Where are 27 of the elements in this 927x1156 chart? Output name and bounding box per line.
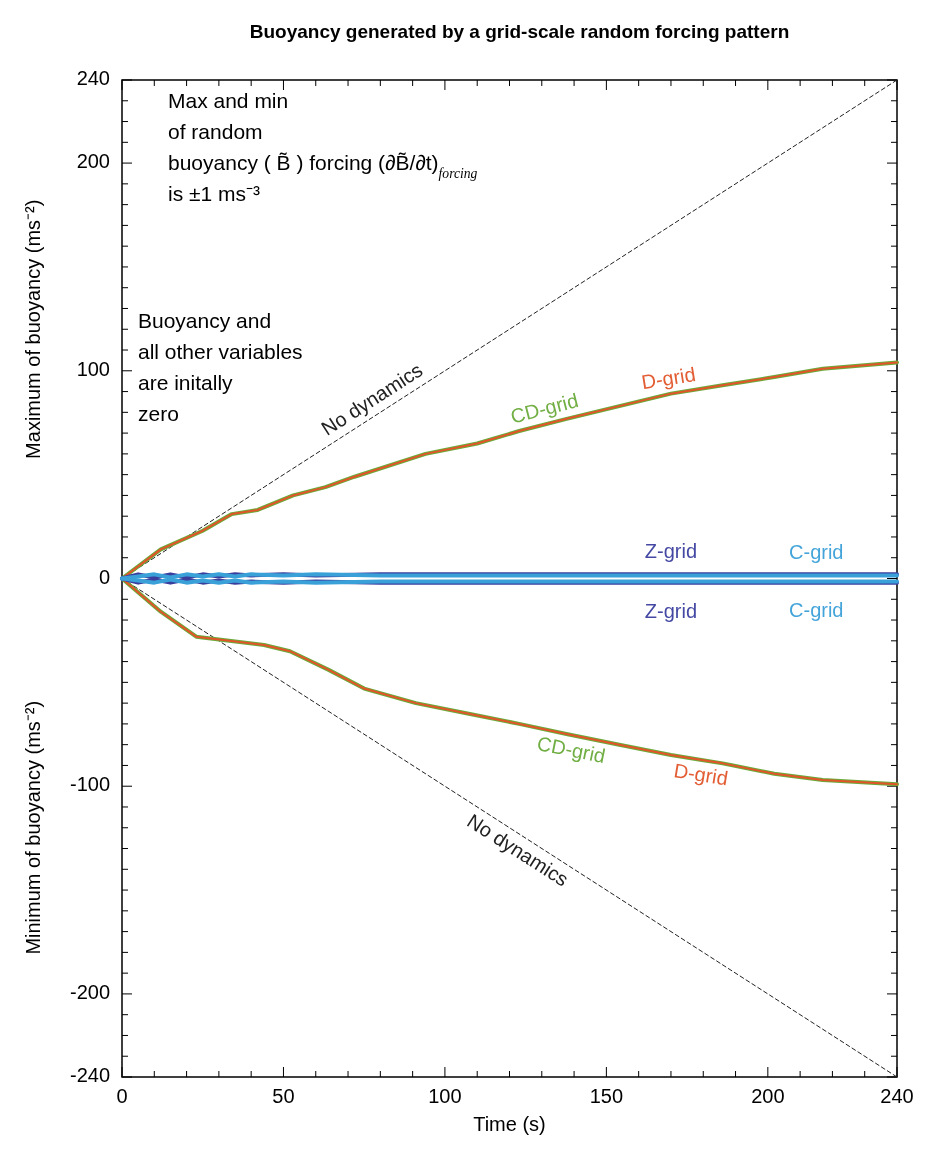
annotation: Buoyancy and all other variables are initally zero <box>138 309 303 425</box>
y-tick-label: -200 <box>69 981 110 1004</box>
text: D-grid <box>672 759 730 790</box>
y-tick-label: 240 <box>76 67 110 90</box>
x-tick-label: 100 <box>428 1085 462 1107</box>
text: CD-grid <box>535 732 608 768</box>
x-tick-label: 240 <box>880 1085 914 1107</box>
y-tick-label: 0 <box>98 565 110 588</box>
x-axis-title: Time (s) <box>473 1113 546 1135</box>
y-tick-label: -100 <box>69 773 110 796</box>
y-tick-label: -240 <box>69 1064 110 1087</box>
series-label: Z-grid <box>644 599 698 622</box>
chart-title: Buoyancy generated by a grid-scale random forcing pattern <box>249 21 790 42</box>
x-tick-label: 0 <box>116 1085 128 1107</box>
text: Minimum of buoyancy (ms⁻²) <box>22 700 44 955</box>
text: CD-grid <box>508 389 581 428</box>
y-axis-title: Maximum of buoyancy (ms⁻²) <box>22 199 44 459</box>
series-label: C-grid <box>789 540 844 563</box>
text: D-grid <box>639 362 698 394</box>
x-tick-label: 50 <box>272 1085 295 1107</box>
series-label: Z-grid <box>644 539 698 562</box>
series-label: C-grid <box>789 598 844 621</box>
y-tick-label: 200 <box>76 150 110 173</box>
text: Max and min of random buoyancy ( B̃ ) forcing (∂B̃/∂t)$_{forcing}$ is ±1 ms⁻³ <box>168 89 478 205</box>
x-tick-label: 150 <box>589 1085 624 1107</box>
x-tick-label: 200 <box>751 1085 785 1107</box>
y-tick-label: 100 <box>76 358 110 381</box>
